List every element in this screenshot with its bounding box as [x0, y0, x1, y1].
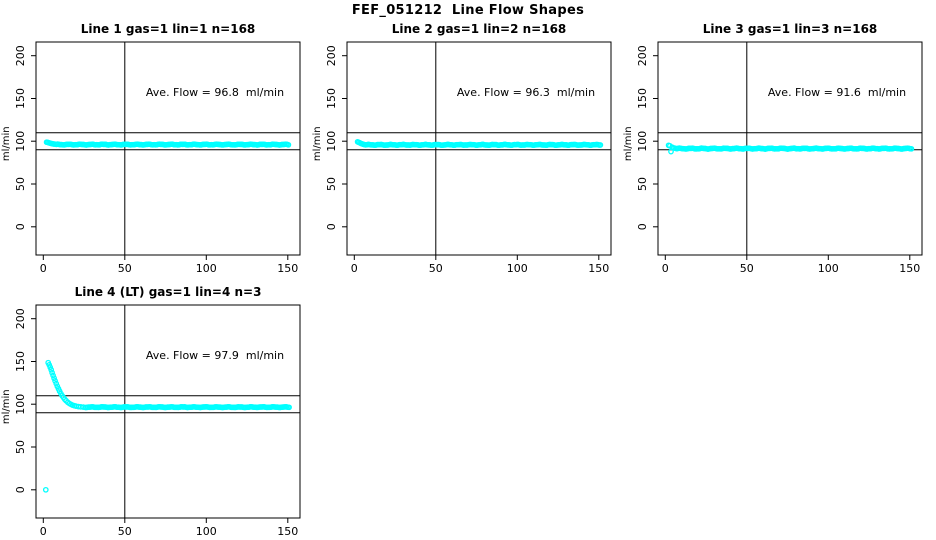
x-tick-label: 100	[196, 262, 217, 275]
y-axis-label: ml/min	[312, 126, 323, 161]
plot-svg: 0 50 100 150 0 50 100 150 200 ml/min	[312, 41, 612, 275]
data-point	[597, 142, 604, 148]
y-tick-label: 200	[325, 45, 338, 66]
panel-title: Line 4 (LT) gas=1 lin=4 n=3	[74, 285, 262, 299]
y-tick-label: 200	[636, 45, 649, 66]
y-tick-label: 100	[14, 394, 27, 415]
y-tick-label: 200	[14, 45, 27, 66]
figure-title: FEF_051212 Line Flow Shapes	[351, 3, 585, 18]
panel-line-3: Line 3 gas=1 lin=3 n=168 0 50 100 150 0 50 100…	[622, 20, 930, 280]
x-tick-label: 150	[277, 525, 298, 538]
data-point	[51, 375, 57, 382]
y-tick-label: 0	[14, 223, 27, 230]
plot-box	[35, 304, 301, 519]
y-tick-label: 100	[636, 131, 649, 152]
plot-box	[346, 41, 612, 256]
panel-line-4: Line 4 (LT) gas=1 lin=4 n=3 0 50 100 150 0 50…	[0, 283, 308, 540]
y-tick-label: 50	[636, 177, 649, 191]
data-points	[43, 139, 292, 148]
data-points	[42, 359, 292, 493]
y-axis-label: ml/min	[1, 389, 12, 424]
data-point	[48, 366, 55, 373]
x-tick-label: 50	[118, 262, 132, 275]
y-tick-label: 150	[14, 88, 27, 109]
x-tick-label: 0	[40, 525, 47, 538]
x-tick-label: 0	[40, 262, 47, 275]
ave-flow-annotation: Ave. Flow = 96.3 ml/min	[456, 86, 596, 99]
y-tick-label: 150	[14, 351, 27, 372]
plot-svg: 0 50 100 150 0 50 100 150 200 ml/min	[1, 41, 301, 275]
data-point	[49, 369, 55, 376]
y-tick-label: 0	[325, 223, 338, 230]
y-tick-label: 0	[14, 486, 27, 493]
x-tick-label: 0	[662, 262, 669, 275]
panel-title: Line 3 gas=1 lin=3 n=168	[702, 22, 878, 36]
x-tick-label: 150	[277, 262, 298, 275]
ave-flow-annotation: Ave. Flow = 91.6 ml/min	[767, 86, 907, 99]
plot-svg: 0 50 100 150 0 50 100 150 200 ml/min	[1, 304, 301, 538]
y-tick-label: 200	[14, 308, 27, 329]
data-point	[908, 145, 915, 152]
x-tick-label: 0	[351, 262, 358, 275]
data-point	[53, 380, 60, 387]
panel-line-1: Line 1 gas=1 lin=1 n=168 0 50 100 150 0 50 100…	[0, 20, 308, 280]
y-tick-label: 0	[636, 223, 649, 230]
y-tick-label: 50	[14, 177, 27, 191]
panel-title: Line 1 gas=1 lin=1 n=168	[80, 22, 256, 36]
y-axis-label: ml/min	[623, 126, 634, 161]
x-tick-label: 100	[196, 525, 217, 538]
plot-box	[35, 41, 301, 256]
ave-flow-annotation: Ave. Flow = 96.8 ml/min	[145, 86, 285, 99]
data-point	[285, 141, 292, 148]
data-point	[42, 486, 49, 493]
y-tick-label: 100	[325, 131, 338, 152]
x-tick-label: 100	[818, 262, 839, 275]
data-point	[286, 404, 292, 411]
data-point	[52, 378, 58, 384]
x-tick-label: 100	[507, 262, 528, 275]
y-tick-label: 150	[636, 88, 649, 109]
y-tick-label: 100	[14, 131, 27, 152]
y-tick-label: 50	[325, 177, 338, 191]
y-tick-label: 50	[14, 440, 27, 454]
y-tick-label: 150	[325, 88, 338, 109]
x-tick-label: 150	[588, 262, 609, 275]
data-points	[354, 138, 604, 149]
panel-title: Line 2 gas=1 lin=2 n=168	[391, 22, 567, 36]
plot-svg: 0 50 100 150 0 50 100 150 200 ml/min	[623, 41, 923, 275]
x-tick-label: 50	[429, 262, 443, 275]
data-points	[665, 142, 915, 155]
ave-flow-annotation: Ave. Flow = 97.9 ml/min	[145, 349, 285, 362]
x-tick-label: 50	[740, 262, 754, 275]
y-axis-label: ml/min	[1, 126, 12, 161]
data-point	[50, 372, 56, 379]
x-tick-label: 50	[118, 525, 132, 538]
panel-line-2: Line 2 gas=1 lin=2 n=168 0 50 100 150 0 50 100…	[311, 20, 619, 280]
x-tick-label: 150	[899, 262, 920, 275]
plot-box	[657, 41, 923, 256]
